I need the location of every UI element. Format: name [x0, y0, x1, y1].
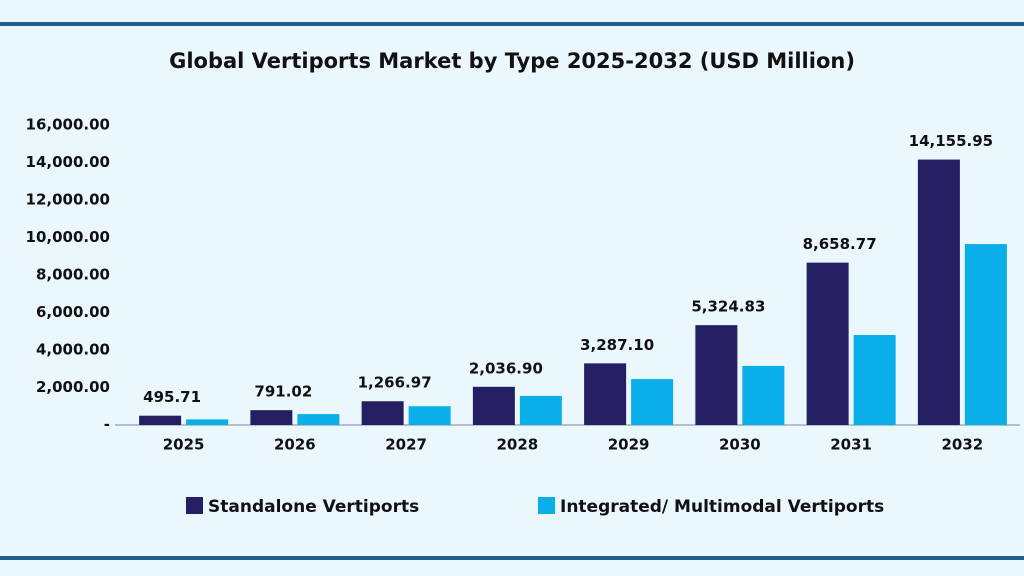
x-tick-label: 2032: [942, 436, 984, 454]
y-tick-label: 8,000.00: [36, 266, 110, 284]
bar: [631, 379, 674, 425]
bar: [472, 386, 515, 425]
bar: [964, 244, 1007, 425]
data-label: 8,658.77: [803, 235, 877, 253]
bar: [917, 159, 960, 426]
x-tick-label: 2025: [163, 436, 205, 454]
x-tick-label: 2031: [830, 436, 872, 454]
data-label: 3,287.10: [580, 336, 654, 354]
y-tick-label: 12,000.00: [26, 191, 110, 209]
bottom-rule: [0, 556, 1024, 560]
y-tick-label: 2,000.00: [36, 378, 110, 396]
y-tick-label: 16,000.00: [26, 116, 110, 134]
x-tick-label: 2027: [385, 436, 427, 454]
bar: [250, 410, 293, 425]
y-tick-label: 4,000.00: [36, 341, 110, 359]
bar: [519, 395, 562, 425]
data-label: 2,036.90: [469, 359, 543, 377]
x-tick-label: 2029: [608, 436, 650, 454]
legend-swatch: [538, 497, 555, 514]
top-rule: [0, 22, 1024, 26]
x-tick-label: 2030: [719, 436, 761, 454]
bar: [806, 262, 849, 425]
bar: [186, 419, 229, 425]
y-tick-label: 14,000.00: [26, 153, 110, 171]
x-tick-label: 2028: [497, 436, 539, 454]
data-label: 5,324.83: [691, 298, 765, 316]
data-label: 14,155.95: [909, 132, 993, 150]
legend-swatch: [186, 497, 203, 514]
bar: [584, 363, 627, 425]
bar: [695, 325, 738, 425]
x-tick-label: 2026: [274, 436, 316, 454]
y-tick-label: 10,000.00: [26, 228, 110, 246]
chart-title: Global Vertiports Market by Type 2025-20…: [169, 49, 855, 73]
y-tick-label: 6,000.00: [36, 303, 110, 321]
legend-label: Integrated/ Multimodal Vertiports: [560, 497, 884, 517]
bar: [297, 414, 340, 425]
data-label: 1,266.97: [358, 374, 432, 392]
y-tick-label: -: [104, 416, 110, 434]
data-label: 495.71: [143, 388, 201, 406]
bar: [361, 401, 404, 425]
legend-label: Standalone Vertiports: [208, 497, 419, 517]
bar: [742, 365, 785, 425]
data-label: 791.02: [254, 383, 312, 401]
bar: [408, 406, 451, 425]
bar: [139, 415, 182, 425]
bar: [853, 335, 896, 425]
